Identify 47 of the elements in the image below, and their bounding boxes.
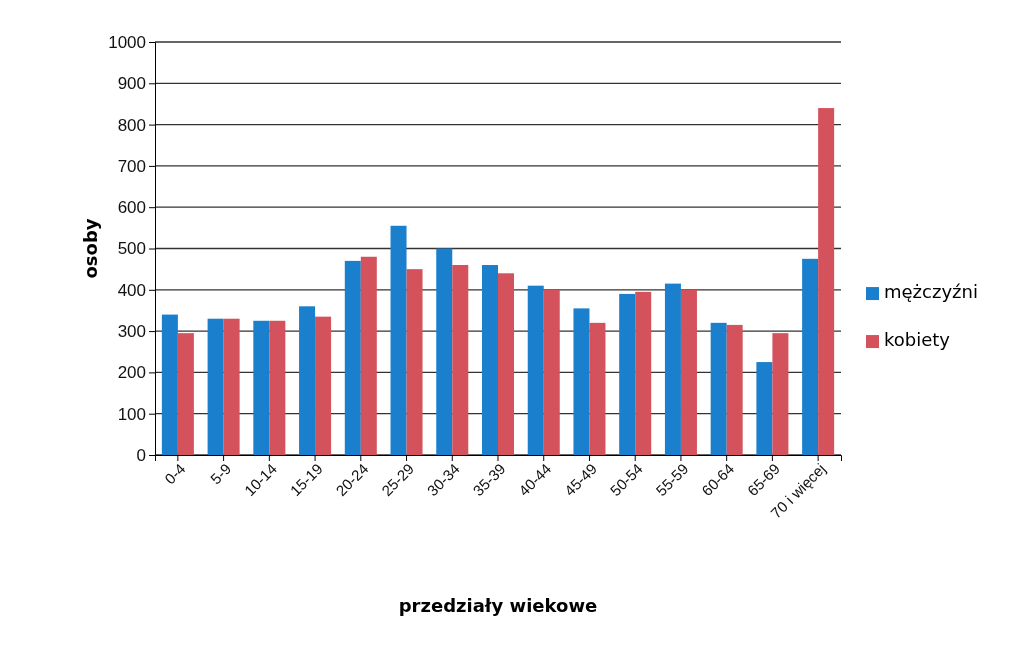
bar [802,258,819,455]
bar [299,306,316,455]
x-axis-title: przedziały wiekowe [398,595,598,616]
y-tick-label: 500 [117,239,146,259]
y-tick-label: 700 [117,156,146,176]
y-tick-label: 100 [117,404,146,424]
bar [406,269,423,455]
bar [589,322,606,455]
bar [253,320,270,455]
y-axis-title: osoby [80,218,101,279]
bar [452,265,469,455]
bar [527,285,544,455]
bar [680,289,697,455]
legend-label: mężczyźni [884,281,978,303]
bar [436,248,453,455]
bar [818,108,835,455]
bar [664,283,681,455]
bar [223,318,240,455]
bar [315,316,332,455]
bar [269,320,286,455]
bar [756,362,773,455]
bar [710,322,727,455]
bar [360,256,377,455]
y-tick-label: 900 [117,74,146,94]
bar [161,314,178,455]
y-tick-label: 800 [117,115,146,135]
bar [573,308,590,455]
bar [498,273,515,455]
bar [481,265,498,455]
bar [635,291,652,455]
bar [177,333,194,455]
y-tick-label: 600 [117,198,146,218]
bar [543,289,560,455]
x-tick-label: 5-9 [206,459,235,488]
bar [390,225,407,455]
y-tick-label: 1000 [108,32,146,52]
y-tick-label: 300 [117,322,146,342]
y-tick-label: 0 [136,445,146,465]
x-tick-label: 0-4 [161,459,189,488]
bar [344,260,361,455]
bar [207,318,224,455]
legend-label: kobiety [884,329,951,351]
bar [619,293,636,455]
y-tick-label: 400 [117,280,146,300]
y-tick-label: 200 [117,363,146,383]
bar [726,324,743,455]
bar [772,333,789,455]
